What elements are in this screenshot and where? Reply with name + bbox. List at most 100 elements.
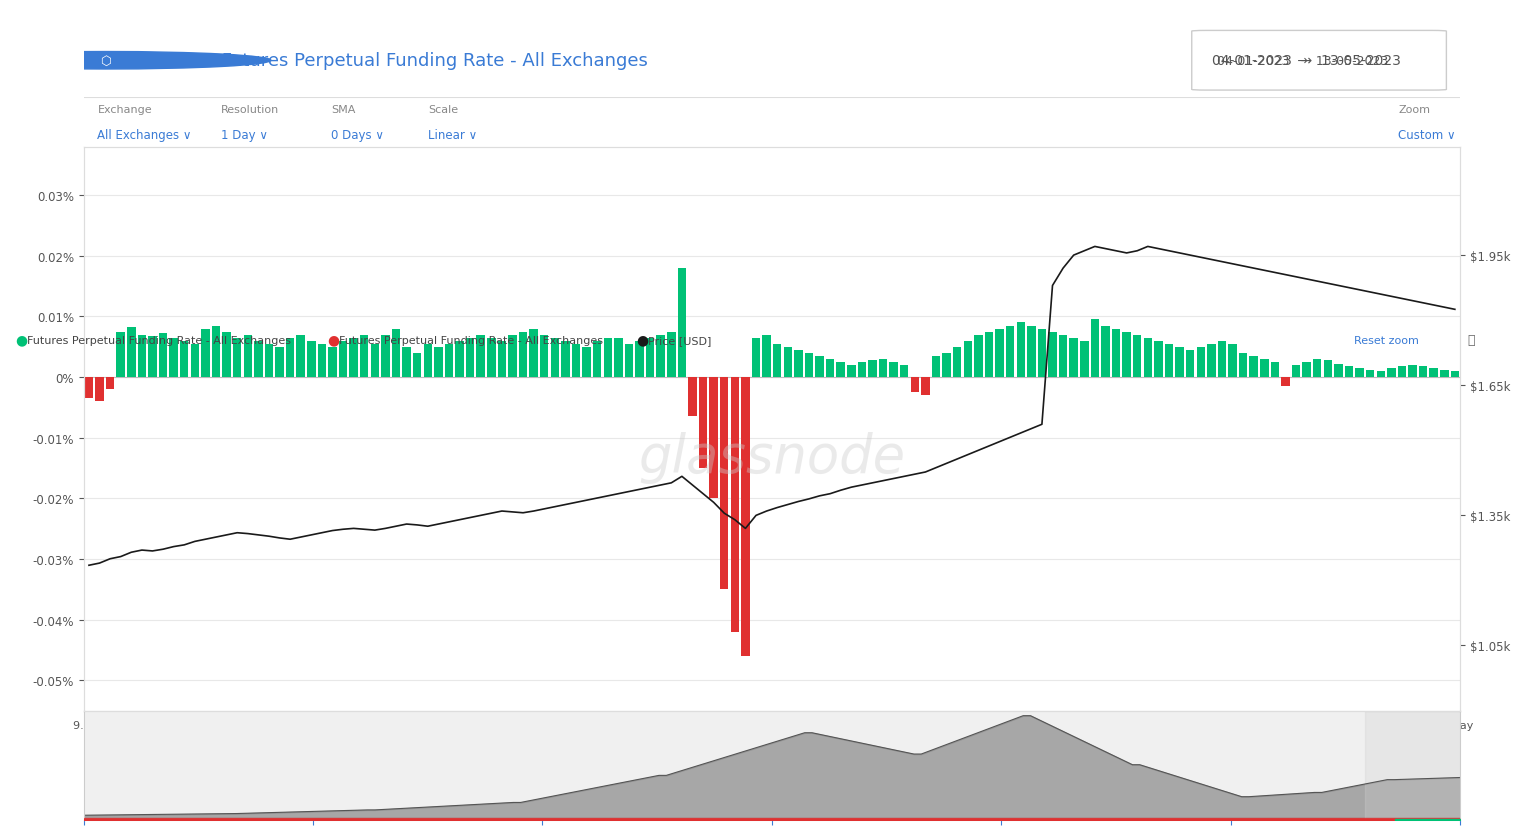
Bar xyxy=(476,335,485,378)
Bar xyxy=(858,363,865,378)
Text: ●: ● xyxy=(15,333,27,347)
Bar xyxy=(984,332,993,378)
Bar xyxy=(1122,332,1130,378)
Bar xyxy=(243,335,252,378)
Bar xyxy=(1016,323,1025,378)
Text: Ethereum: Futures Perpetual Funding Rate - All Exchanges: Ethereum: Futures Perpetual Funding Rate… xyxy=(122,52,648,70)
Bar xyxy=(1186,350,1194,378)
Bar xyxy=(1154,341,1162,378)
Bar xyxy=(964,341,972,378)
Bar xyxy=(1419,367,1427,378)
Text: Futures Perpetual Funding Rate - All Exchanges: Futures Perpetual Funding Rate - All Exc… xyxy=(27,335,292,345)
Bar xyxy=(1270,363,1279,378)
Bar xyxy=(847,365,855,378)
Bar xyxy=(815,356,824,378)
Bar xyxy=(698,378,707,469)
Bar xyxy=(646,339,654,378)
Text: ●: ● xyxy=(327,333,339,347)
Bar xyxy=(868,361,876,378)
Bar xyxy=(1069,339,1078,378)
Bar xyxy=(1229,344,1237,378)
Bar xyxy=(318,344,325,378)
Bar xyxy=(233,339,242,378)
Bar xyxy=(201,330,210,378)
Bar xyxy=(1112,330,1121,378)
Bar xyxy=(465,339,475,378)
Bar xyxy=(1355,368,1364,378)
Bar xyxy=(572,344,580,378)
Text: Custom ∨: Custom ∨ xyxy=(1398,128,1456,142)
Bar xyxy=(158,334,167,378)
Bar xyxy=(783,347,792,378)
Bar xyxy=(1240,354,1247,378)
Text: All Exchanges ∨: All Exchanges ∨ xyxy=(97,128,192,142)
Bar xyxy=(668,332,675,378)
Bar xyxy=(1377,372,1386,378)
Bar xyxy=(837,363,846,378)
Bar xyxy=(254,341,263,378)
Bar xyxy=(1080,341,1089,378)
Bar xyxy=(1451,372,1459,378)
Bar xyxy=(519,332,528,378)
Bar xyxy=(593,341,601,378)
Bar xyxy=(190,344,199,378)
Circle shape xyxy=(0,52,271,70)
Bar xyxy=(85,378,93,399)
Bar xyxy=(339,341,347,378)
Bar xyxy=(657,335,665,378)
Bar xyxy=(169,339,178,378)
Bar xyxy=(1313,359,1322,378)
Text: ⬡: ⬡ xyxy=(100,55,111,68)
Text: Resolution: Resolution xyxy=(222,105,280,115)
Bar xyxy=(1037,330,1046,378)
Bar xyxy=(1218,341,1226,378)
Bar xyxy=(762,335,771,378)
Bar xyxy=(497,341,506,378)
Bar xyxy=(371,344,379,378)
Bar xyxy=(973,335,983,378)
Bar xyxy=(1048,332,1057,378)
Bar xyxy=(730,378,739,632)
Bar xyxy=(222,332,231,378)
Bar xyxy=(444,344,453,378)
Bar xyxy=(1259,359,1269,378)
Bar xyxy=(805,354,814,378)
Bar xyxy=(84,818,1460,821)
Bar xyxy=(1165,344,1173,378)
Bar xyxy=(423,344,432,378)
Text: glassnode: glassnode xyxy=(639,431,905,484)
Bar xyxy=(392,330,400,378)
Bar xyxy=(1027,326,1036,378)
Bar xyxy=(583,347,590,378)
Bar xyxy=(455,341,464,378)
Bar xyxy=(890,363,897,378)
Bar xyxy=(689,378,697,417)
Bar xyxy=(826,359,835,378)
Bar xyxy=(561,341,570,378)
Bar xyxy=(1249,356,1258,378)
Bar xyxy=(1091,320,1100,378)
Bar xyxy=(954,347,961,378)
Bar xyxy=(879,359,887,378)
Bar xyxy=(1176,347,1183,378)
Bar xyxy=(719,378,729,590)
Text: 04-01-2023  →  13-05-2023: 04-01-2023 → 13-05-2023 xyxy=(1212,54,1401,68)
Bar xyxy=(1005,326,1015,378)
Text: Reset zoom: Reset zoom xyxy=(1354,335,1419,345)
Bar xyxy=(741,378,750,657)
Bar xyxy=(794,350,803,378)
Bar xyxy=(350,339,357,378)
Bar xyxy=(508,335,517,378)
Bar xyxy=(540,335,549,378)
Text: Futures Perpetual Funding Rate - All Exchanges: Futures Perpetual Funding Rate - All Exc… xyxy=(339,335,604,345)
Bar xyxy=(709,378,718,498)
Bar xyxy=(487,339,496,378)
Bar xyxy=(382,335,389,378)
Text: 0 Days ∨: 0 Days ∨ xyxy=(332,128,385,142)
Bar xyxy=(1387,368,1396,378)
Bar xyxy=(900,365,908,378)
Text: SMA: SMA xyxy=(332,105,356,115)
Bar xyxy=(1430,368,1437,378)
Bar xyxy=(307,341,315,378)
Text: 04-01-2023  →  13-05-2023: 04-01-2023 → 13-05-2023 xyxy=(1217,55,1387,68)
